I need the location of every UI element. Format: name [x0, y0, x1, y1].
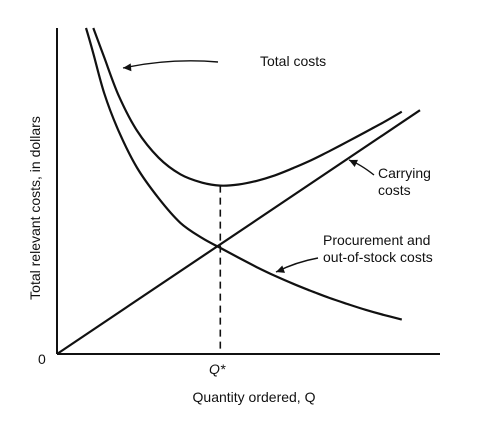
label-carrying-costs-line-2: costs	[378, 182, 411, 198]
series-line-procurement-costs	[84, 27, 403, 321]
arrowhead-carrying-costs	[349, 159, 358, 167]
arrowhead-total-costs	[123, 63, 132, 72]
x-tick-label-qstar: Q*	[209, 361, 226, 377]
curves	[56, 27, 421, 355]
origin-label: 0	[38, 351, 46, 367]
x-axis-title: Quantity ordered, Q	[193, 389, 316, 405]
leader-total-costs	[122, 60, 219, 69]
series-line-carrying-costs	[56, 109, 421, 355]
label-procurement-costs-line-1: Procurement and	[323, 232, 430, 248]
y-axis-title: Total relevant costs, in dollars	[27, 116, 43, 300]
label-carrying-costs-line-1: Carrying	[378, 165, 431, 181]
series-line-total-costs	[92, 27, 403, 187]
arrowhead-procurement-costs	[276, 265, 285, 273]
axes	[56, 28, 440, 355]
label-total-costs: Total costs	[260, 53, 326, 69]
label-procurement-costs-line-2: out-of-stock costs	[323, 249, 433, 265]
